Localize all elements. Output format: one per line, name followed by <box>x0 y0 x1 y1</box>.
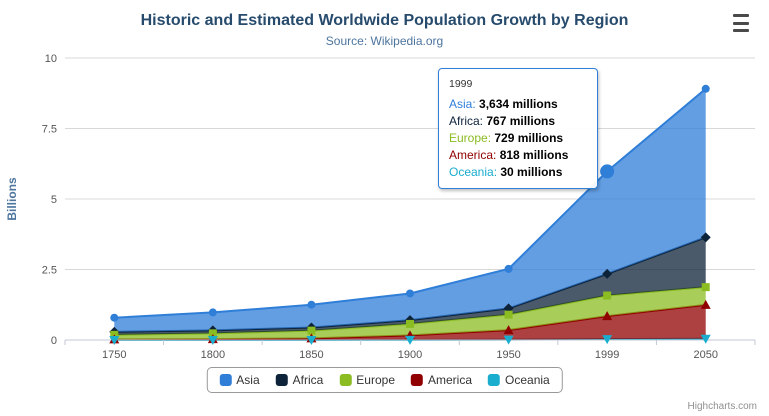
marker-africa-2050[interactable] <box>700 232 711 243</box>
marker-oceania-1850[interactable] <box>306 335 317 345</box>
x-axis-tick-label: 1800 <box>201 349 225 361</box>
marker-oceania-1800[interactable] <box>207 335 218 345</box>
chart-title: Historic and Estimated Worldwide Populat… <box>140 12 629 29</box>
legend-label: Europe <box>356 373 396 387</box>
legend-label: Oceania <box>505 373 550 387</box>
legend-label: Asia <box>236 373 260 387</box>
legend-swatch-africa <box>275 374 288 386</box>
tooltip-row-europe: Europe: 729 millions <box>449 131 564 145</box>
legend-item-america[interactable]: America <box>411 373 472 387</box>
tooltip-row-oceania: Oceania: 30 millions <box>449 165 563 179</box>
series-area-africa[interactable] <box>114 237 706 335</box>
y-axis-tick-label: 5 <box>51 194 57 206</box>
legend-swatch-oceania <box>488 374 501 386</box>
tooltip-row-asia: Asia: 3,634 millions <box>449 97 558 111</box>
marker-europe-1800[interactable] <box>208 329 217 338</box>
hovered-point[interactable] <box>600 164 615 179</box>
legend-swatch-europe <box>339 374 352 386</box>
tooltip-header: 1999 <box>449 78 473 90</box>
x-axis-tick-label: 1999 <box>595 349 619 361</box>
legend-item-africa[interactable]: Africa <box>275 373 324 387</box>
marker-asia-1950[interactable] <box>504 264 513 273</box>
legend-item-europe[interactable]: Europe <box>339 373 395 387</box>
marker-europe-1900[interactable] <box>406 319 414 328</box>
hamburger-icon <box>733 21 749 25</box>
y-axis-tick-label: 10 <box>45 53 57 65</box>
marker-america-2050[interactable] <box>700 299 711 309</box>
marker-europe-1950[interactable] <box>504 310 513 319</box>
marker-asia-2050[interactable] <box>701 84 710 93</box>
marker-oceania-1750[interactable] <box>109 335 120 345</box>
x-axis-tick-label: 1900 <box>398 349 422 361</box>
marker-america-1999[interactable] <box>602 311 613 321</box>
credits-link[interactable]: Highcharts.com <box>687 401 757 412</box>
marker-oceania-1999[interactable] <box>602 335 613 345</box>
series-area-asia[interactable] <box>114 88 706 332</box>
marker-asia-1900[interactable] <box>406 289 414 298</box>
legend-item-oceania[interactable]: Oceania <box>488 373 550 387</box>
x-axis-tick-label: 1850 <box>299 349 323 361</box>
marker-europe-1999[interactable] <box>603 291 612 300</box>
hamburger-icon <box>733 29 749 32</box>
tooltip-row-africa: Africa: 767 millions <box>449 114 556 128</box>
legend-label: Africa <box>292 373 324 387</box>
y-axis-tick-label: 7.5 <box>42 124 57 136</box>
marker-oceania-2050[interactable] <box>700 334 711 344</box>
y-axis-tick-label: 0 <box>51 335 57 347</box>
x-axis-tick-label: 1750 <box>102 349 126 361</box>
tooltip: 1999 Asia: 3,634 millions Africa: 767 mill… <box>438 68 598 189</box>
marker-asia-1750[interactable] <box>110 313 119 322</box>
marker-europe-2050[interactable] <box>701 283 710 292</box>
marker-oceania-1950[interactable] <box>503 335 514 345</box>
tooltip-row-america: America: 818 millions <box>449 148 569 162</box>
marker-asia-1850[interactable] <box>307 300 316 309</box>
x-axis-tick-label: 1950 <box>496 349 520 361</box>
x-axis-tick-label: 2050 <box>693 349 717 361</box>
marker-oceania-1900[interactable] <box>405 335 415 345</box>
y-axis-tick-label: 2.5 <box>42 265 57 277</box>
legend-item-asia[interactable]: Asia <box>219 373 260 387</box>
marker-africa-1999[interactable] <box>602 268 613 279</box>
hamburger-icon <box>733 14 749 17</box>
y-axis-title: Billions <box>5 177 19 221</box>
series-area-america[interactable] <box>114 304 706 340</box>
marker-europe-1850[interactable] <box>307 326 316 335</box>
legend-swatch-asia <box>219 374 232 386</box>
legend: Asia Africa Europe America Oceania <box>206 367 563 393</box>
chart-subtitle: Source: Wikipedia.org <box>325 34 444 48</box>
export-menu-button[interactable] <box>729 12 755 34</box>
marker-america-1950[interactable] <box>503 325 514 335</box>
legend-swatch-america <box>411 374 424 386</box>
legend-label: America <box>428 373 473 387</box>
marker-asia-1800[interactable] <box>208 308 217 317</box>
